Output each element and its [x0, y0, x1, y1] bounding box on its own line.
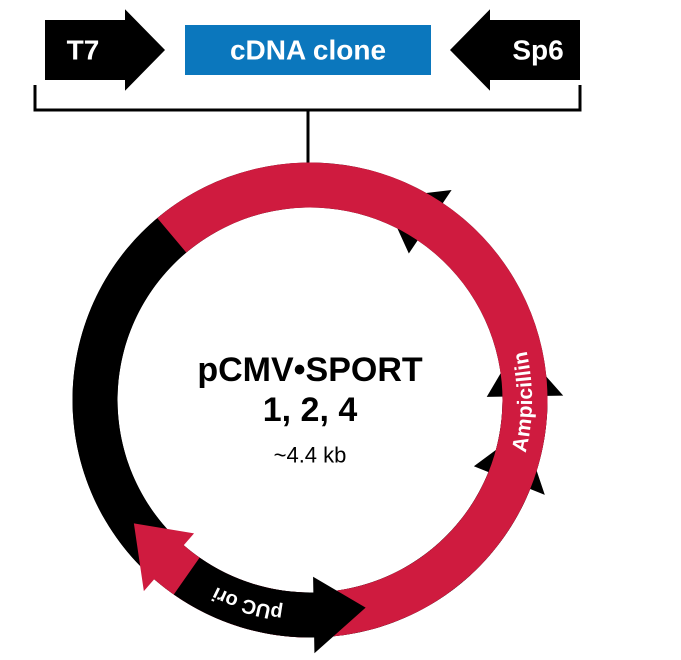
sp6-label: Sp6 — [512, 35, 563, 66]
insert-bracket — [35, 85, 580, 165]
plasmid-name-line2: 1, 2, 4 — [263, 391, 358, 429]
t7-arrow — [45, 9, 165, 91]
plasmid-size: ~4.4 kb — [274, 443, 347, 468]
clone-label: cDNA clone — [230, 35, 386, 66]
plasmid-name-line1: pCMV•SPORT — [197, 351, 423, 389]
plasmid-diagram: T7cDNA cloneSp6pCMV•SPORT1, 2, 4~4.4 kbP… — [0, 0, 681, 660]
t7-label: T7 — [67, 35, 100, 66]
